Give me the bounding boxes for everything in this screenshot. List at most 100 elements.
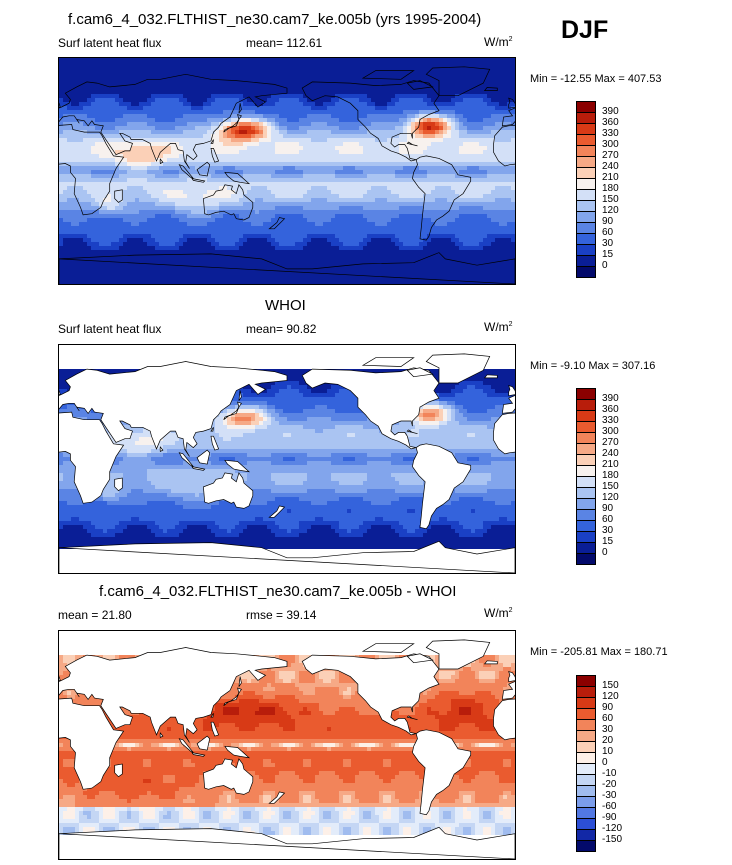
- newGuinea-landmass: [224, 459, 251, 473]
- colorbar-tick-label: -120: [602, 823, 623, 834]
- colorbar-tick-label: 0: [602, 757, 608, 768]
- southAmerica-landmass: [412, 443, 472, 530]
- panel-1-units-exp: 2: [508, 36, 513, 43]
- colorbar-tick-label: 270: [602, 150, 619, 161]
- panel-1-title: f.cam6_4_032.FLTHIST_ne30.cam7_ke.005b (…: [68, 11, 482, 28]
- newZealand-landmass: [268, 791, 286, 804]
- colorbar-tick-label: -30: [602, 790, 617, 801]
- panel-3-mean-label: mean = 21.80: [58, 608, 132, 622]
- baffin-landmass: [406, 367, 434, 378]
- colorbar-tick-label: -60: [602, 801, 617, 812]
- africa-landmass: [59, 411, 125, 504]
- newZealand-landmass: [268, 217, 286, 230]
- colorbar-tick-label: 330: [602, 128, 619, 139]
- iceland-landmass: [483, 374, 498, 379]
- colorbar-tick-label: 240: [602, 448, 619, 459]
- panel-1-mean-label: mean= 112.61: [246, 36, 323, 50]
- madagascar-landmass: [114, 477, 123, 492]
- sumatra-landmass: [178, 452, 194, 467]
- colorbar-tick-label: 15: [602, 249, 614, 260]
- sumatra-landmass: [178, 738, 194, 753]
- antarctica-landmass: [59, 540, 515, 573]
- panel-2-map-svg: [59, 345, 515, 573]
- greenland-landmass: [425, 353, 491, 384]
- colorbar-tick-label: -10: [602, 768, 617, 779]
- philippines-landmass: [210, 148, 220, 163]
- japan-landmass: [223, 113, 242, 133]
- panel-2-units-base: W/m: [484, 320, 509, 334]
- field-shading: [59, 58, 515, 284]
- greenland-landmass: [425, 66, 491, 97]
- uk-landmass: [508, 384, 515, 397]
- colorbar-tick-label: 270: [602, 437, 619, 448]
- northAmerica-landmass: [301, 80, 440, 162]
- java-landmass: [191, 752, 206, 757]
- panel-3-units-exp: 2: [508, 607, 513, 614]
- panel-2-mean-label: mean= 90.82: [246, 322, 317, 336]
- africa-landmass: [493, 412, 515, 455]
- greenland-landmass: [425, 639, 491, 670]
- colorbar-tick-label: 20: [602, 735, 614, 746]
- colorbar-tick-label: 360: [602, 404, 619, 415]
- panel-1-minmax: Min = -12.55 Max = 407.53: [530, 73, 662, 85]
- eurasia-landmass: [501, 395, 515, 414]
- colorbar-tick-label: 15: [602, 536, 614, 547]
- colorbar-tick-label: -20: [602, 779, 617, 790]
- cuba-landmass: [406, 429, 418, 435]
- panel-1-variable-label: Surf latent heat flux: [58, 36, 162, 50]
- madagascar-landmass: [114, 189, 123, 203]
- colorbar-tick-label: 300: [602, 139, 619, 150]
- arcticIsles-landmass: [361, 70, 415, 80]
- coastlines: [59, 639, 515, 859]
- newGuinea-landmass: [224, 171, 251, 185]
- panel-1-map: [58, 57, 516, 285]
- panel-3-units-base: W/m: [484, 606, 509, 620]
- panel-1-units-base: W/m: [484, 35, 509, 49]
- taiwan-landmass: [210, 427, 214, 432]
- sriLanka-landmass: [159, 446, 164, 452]
- colorbar-tick-label: 60: [602, 227, 614, 238]
- japan-landmass: [223, 401, 242, 420]
- eurasia-landmass: [59, 361, 288, 457]
- colorbar-swatch: [576, 266, 596, 278]
- panel-2-map: [58, 344, 516, 574]
- colorbar-tick-label: 120: [602, 492, 619, 503]
- colorbar-tick-label: 0: [602, 260, 608, 271]
- colorbar-tick-label: 30: [602, 238, 614, 249]
- panel-3-rmse-label: rmse = 39.14: [246, 608, 317, 622]
- africa-landmass: [59, 697, 125, 790]
- colorbar-swatch: [576, 840, 596, 852]
- antarctica-landmass: [59, 252, 515, 284]
- cuba-landmass: [406, 141, 418, 147]
- colorbar-swatch: [576, 553, 596, 565]
- australia-landmass: [203, 758, 254, 795]
- cuba-landmass: [406, 715, 418, 721]
- panel-2-title: WHOI: [265, 297, 306, 314]
- eurasia-landmass: [501, 681, 515, 700]
- uk-landmass: [59, 389, 61, 395]
- uk-landmass: [59, 675, 61, 681]
- panel-3-minmax: Min = -205.81 Max = 180.71: [530, 646, 668, 658]
- colorbar-tick-label: 390: [602, 393, 619, 404]
- java-landmass: [191, 466, 206, 471]
- borneo-landmass: [196, 735, 211, 751]
- northAmerica-landmass: [301, 653, 440, 736]
- africa-landmass: [59, 124, 125, 216]
- panel-3-map: [58, 630, 516, 860]
- season-label: DJF: [561, 16, 609, 44]
- panel-2-variable-label: Surf latent heat flux: [58, 322, 162, 336]
- africa-landmass: [493, 698, 515, 741]
- sumatra-landmass: [178, 164, 194, 179]
- eurasia-landmass: [59, 647, 288, 743]
- colorbar-tick-label: 30: [602, 525, 614, 536]
- colorbar-tick-label: 120: [602, 205, 619, 216]
- colorbar-tick-label: 150: [602, 481, 619, 492]
- hokkaidoSakhalin-landmass: [238, 676, 242, 687]
- colorbar-tick-label: 150: [602, 194, 619, 205]
- panel-2-units: W/m2: [484, 320, 513, 334]
- madagascar-landmass: [114, 763, 123, 778]
- baffin-landmass: [406, 80, 434, 90]
- colorbar-tick-label: 180: [602, 183, 619, 194]
- japan-landmass: [223, 687, 242, 706]
- newZealand-landmass: [268, 505, 286, 518]
